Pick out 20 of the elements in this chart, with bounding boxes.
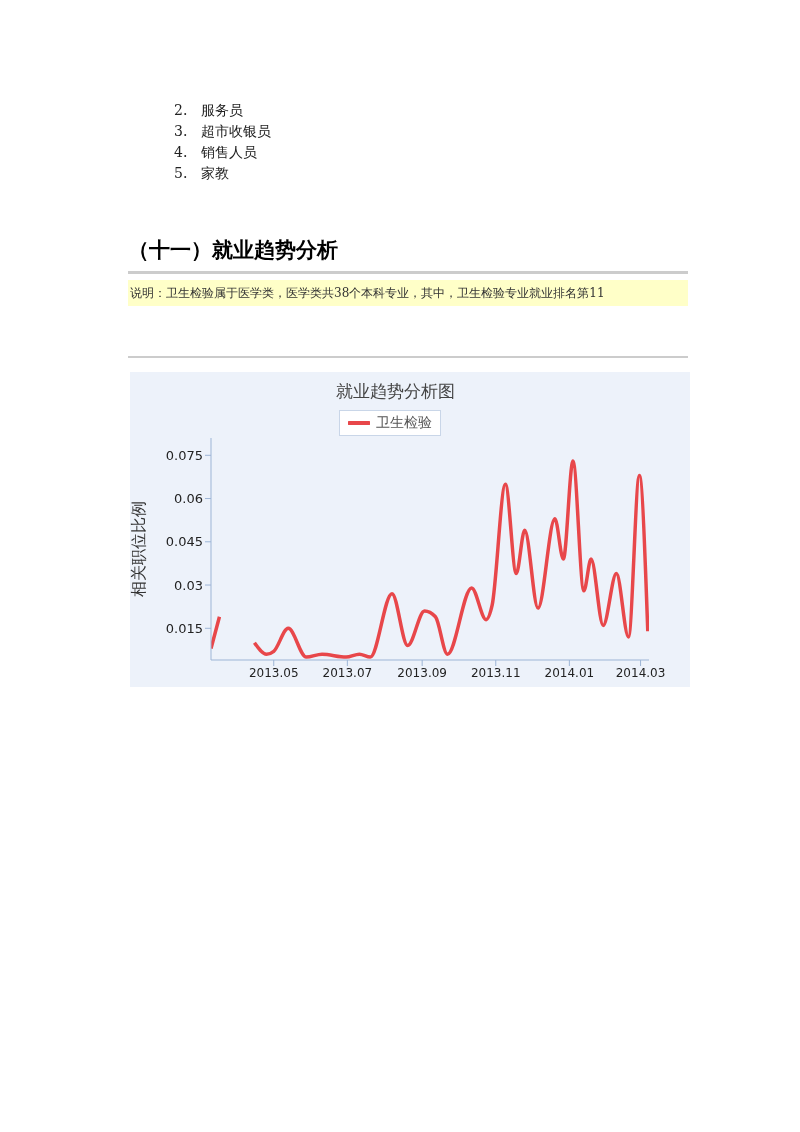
x-tick-label: 2014.03 — [615, 665, 666, 680]
text: 2. 服务员 — [174, 101, 245, 120]
x-tick-label: 2013.05 — [248, 665, 299, 680]
y-tick-label: 0.03 — [174, 577, 203, 593]
y-tick-label: 0.06 — [174, 491, 203, 507]
x-tick-label: 2013.11 — [470, 665, 521, 680]
y-axis-title: 相关职位比例 — [128, 501, 148, 597]
text: 5. 家教 — [174, 164, 231, 183]
x-tick-label: 2013.07 — [322, 665, 373, 680]
x-tick-label: 2014.01 — [544, 665, 595, 680]
text: 说明：卫生检验属于医学类，医学类共38个本科专业，其中，卫生检验专业就业排名第11 — [128, 280, 688, 306]
y-tick-label: 0.075 — [165, 447, 203, 463]
y-tick-label: 0.015 — [165, 620, 203, 636]
chart-title: 就业趋势分析图 — [334, 380, 456, 403]
x-tick-label: 2013.09 — [397, 665, 447, 680]
text: 4. 销售人员 — [174, 143, 259, 162]
y-tick-label: 0.045 — [165, 534, 203, 550]
legend-label: 卫生检验 — [375, 414, 432, 432]
text: （十一）就业趋势分析 — [128, 237, 338, 264]
text: 3. 超市收银员 — [174, 122, 272, 141]
